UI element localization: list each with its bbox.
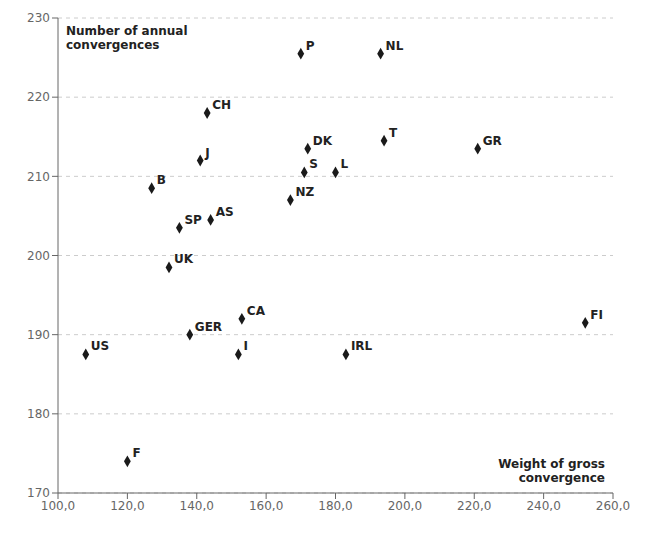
svg-text:200,0: 200,0 [388, 499, 422, 513]
svg-text:UK: UK [174, 252, 194, 266]
svg-text:CA: CA [247, 304, 266, 318]
svg-text:GER: GER [195, 320, 222, 334]
svg-text:220: 220 [27, 90, 50, 104]
svg-text:210: 210 [27, 170, 50, 184]
svg-text:230: 230 [27, 11, 50, 25]
svg-text:J: J [204, 146, 209, 160]
svg-text:DK: DK [313, 134, 333, 148]
svg-text:NZ: NZ [295, 185, 314, 199]
svg-text:160,0: 160,0 [249, 499, 283, 513]
svg-text:F: F [132, 446, 140, 460]
svg-text:180,0: 180,0 [318, 499, 352, 513]
svg-text:190: 190 [27, 328, 50, 342]
svg-text:100,0: 100,0 [41, 499, 75, 513]
svg-text:140,0: 140,0 [180, 499, 214, 513]
svg-text:120,0: 120,0 [110, 499, 144, 513]
svg-text:SP: SP [184, 213, 202, 227]
svg-text:I: I [243, 339, 247, 353]
svg-text:T: T [389, 126, 398, 140]
svg-text:US: US [91, 339, 109, 353]
svg-text:170: 170 [27, 486, 50, 500]
svg-text:260,0: 260,0 [596, 499, 630, 513]
svg-text:P: P [306, 39, 315, 53]
svg-text:AS: AS [216, 205, 234, 219]
html-text:Number of annual convergences: Number of annual convergences [66, 24, 188, 52]
svg-text:CH: CH [212, 98, 231, 112]
svg-text:B: B [157, 173, 166, 187]
svg-text:220,0: 220,0 [457, 499, 491, 513]
svg-text:IRL: IRL [351, 339, 373, 353]
svg-text:FI: FI [590, 308, 603, 322]
svg-text:GR: GR [483, 134, 502, 148]
svg-text:240,0: 240,0 [526, 499, 560, 513]
svg-text:NL: NL [386, 39, 404, 53]
svg-text:200: 200 [27, 249, 50, 263]
svg-text:S: S [309, 157, 318, 171]
svg-text:L: L [341, 157, 349, 171]
svg-text:180: 180 [27, 407, 50, 421]
html-text:Weight of gross convergence: Weight of gross convergence [498, 457, 605, 485]
